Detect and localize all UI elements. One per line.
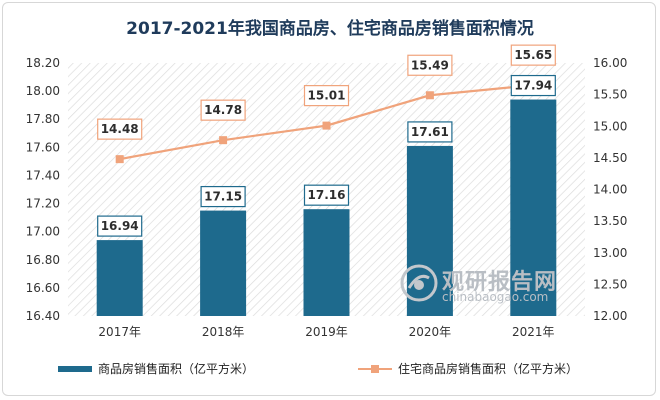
line-data-label: 15.49 bbox=[411, 58, 449, 72]
legend-item-line: 住宅商品房销售面积（亿平方米） bbox=[358, 360, 578, 377]
left-tick-label: 17.20 bbox=[26, 197, 60, 211]
bar-series bbox=[96, 99, 557, 317]
bar-label-box bbox=[97, 215, 143, 237]
bar-data-label: 17.94 bbox=[514, 79, 552, 93]
chart-title: 2017-2021年我国商品房、住宅商品房销售面积情况 bbox=[126, 19, 534, 39]
left-tick-label: 16.40 bbox=[26, 309, 60, 323]
bar bbox=[510, 99, 557, 317]
right-tick-label: 16.00 bbox=[593, 56, 627, 70]
legend-label-line: 住宅商品房销售面积（亿平方米） bbox=[398, 362, 579, 376]
x-axis: 2017年 2018年 2019年 2020年 2021年 bbox=[98, 325, 554, 339]
legend-swatch-line bbox=[358, 364, 392, 373]
legend-label-bar: 商品房销售面积（亿平方米） bbox=[98, 362, 255, 376]
legend-item-bar: 商品房销售面积（亿平方米） bbox=[58, 360, 254, 377]
right-tick-label: 14.00 bbox=[593, 183, 627, 197]
line-data-label: 14.78 bbox=[204, 103, 242, 117]
bar-label-box bbox=[510, 74, 556, 97]
bar bbox=[200, 210, 247, 316]
x-tick-label: 2020年 bbox=[409, 325, 452, 339]
left-tick-label: 18.20 bbox=[26, 56, 60, 70]
left-tick-label: 16.60 bbox=[26, 281, 60, 295]
left-tick-label: 16.80 bbox=[26, 253, 60, 267]
x-tick-label: 2017年 bbox=[98, 325, 141, 339]
left-tick-label: 17.00 bbox=[26, 225, 60, 239]
bar bbox=[406, 145, 453, 316]
line-label-box bbox=[407, 54, 453, 76]
line-point bbox=[115, 155, 124, 164]
bar-label-box bbox=[407, 121, 453, 143]
bar-data-label: 16.94 bbox=[101, 219, 139, 233]
bar bbox=[303, 209, 350, 316]
line-point bbox=[322, 121, 331, 130]
bar bbox=[96, 240, 143, 316]
line-label-box bbox=[303, 85, 350, 107]
legend: 商品房销售面积（亿平方米） 住宅商品房销售面积（亿平方米） bbox=[58, 358, 618, 380]
line-point bbox=[219, 136, 228, 145]
right-tick-label: 15.00 bbox=[593, 119, 627, 133]
line-data-label: 15.65 bbox=[514, 48, 552, 62]
line-data-label: 15.01 bbox=[308, 89, 346, 103]
right-tick-label: 14.50 bbox=[593, 151, 627, 165]
left-axis: 16.40 16.60 16.80 17.00 17.20 17.40 17.60 17.80… bbox=[26, 56, 60, 323]
x-tick-label: 2021年 bbox=[512, 325, 555, 339]
left-tick-label: 17.80 bbox=[26, 112, 60, 126]
watermark: 观研报告网 chinabaogao.com bbox=[398, 260, 598, 310]
bar-data-label: 17.16 bbox=[308, 188, 346, 202]
legend-swatch-bar bbox=[58, 365, 92, 372]
bar-data-label: 17.15 bbox=[204, 190, 242, 204]
right-tick-label: 13.00 bbox=[593, 246, 627, 260]
right-tick-label: 13.50 bbox=[593, 214, 627, 228]
right-tick-label: 12.00 bbox=[593, 309, 627, 323]
watermark-logo-icon bbox=[400, 264, 438, 302]
left-tick-label: 17.40 bbox=[26, 168, 60, 182]
line-data-label: 14.48 bbox=[101, 122, 139, 136]
left-tick-label: 18.00 bbox=[26, 84, 60, 98]
line-point bbox=[425, 91, 434, 100]
right-tick-label: 12.50 bbox=[593, 277, 627, 291]
watermark-text: 观研报告网 bbox=[442, 270, 558, 295]
line-label-box bbox=[200, 99, 246, 121]
x-tick-label: 2019年 bbox=[305, 325, 348, 339]
bar-label-box bbox=[303, 184, 350, 206]
bar-data-label: 17.61 bbox=[411, 125, 449, 139]
left-tick-label: 17.60 bbox=[26, 140, 60, 154]
watermark-url: chinabaogao.com bbox=[442, 290, 549, 304]
data-labels: 16.94 17.15 17.16 17.61 17.94 14.48 14.78 15.01… bbox=[97, 44, 556, 237]
x-tick-label: 2018年 bbox=[202, 325, 245, 339]
bar-label-box bbox=[200, 185, 246, 208]
line-label-box bbox=[510, 44, 556, 66]
right-tick-label: 15.50 bbox=[593, 88, 627, 102]
right-axis: 12.00 12.50 13.00 13.50 14.00 14.50 15.00 15.50… bbox=[593, 56, 627, 323]
line-label-box bbox=[97, 118, 143, 140]
